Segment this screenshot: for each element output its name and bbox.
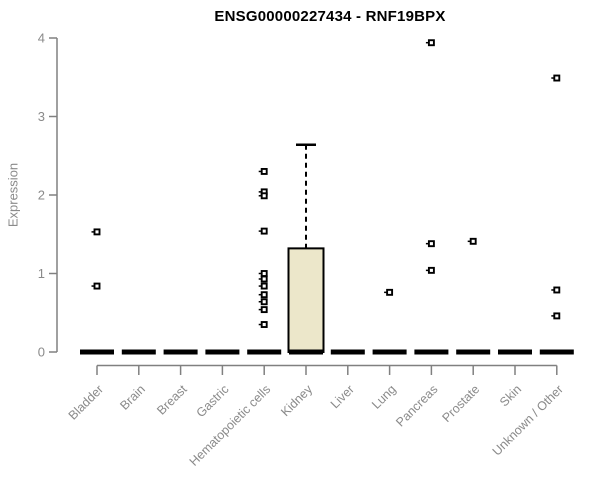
- outlier-point: [260, 321, 268, 328]
- median-bar: [372, 349, 407, 355]
- outlier-point: [260, 192, 268, 200]
- outlier-point: [553, 312, 561, 320]
- outlier-point: [260, 306, 268, 314]
- outlier-point: [427, 240, 435, 248]
- median-bar: [121, 349, 156, 355]
- x-category-label: Kidney: [278, 382, 315, 419]
- outlier-point: [386, 288, 394, 296]
- outlier-point: [427, 39, 435, 47]
- x-category-label: Breast: [154, 382, 190, 418]
- median-bar: [289, 349, 323, 355]
- x-category-label: Lung: [369, 382, 399, 412]
- median-bar: [330, 349, 365, 355]
- median-bar: [539, 349, 574, 355]
- outlier-point: [260, 298, 268, 306]
- outlier-point: [260, 227, 268, 235]
- y-tick-label: 0: [38, 345, 45, 360]
- x-category-label: Skin: [497, 382, 524, 409]
- median-bar: [163, 349, 198, 355]
- outlier-point: [93, 228, 101, 236]
- y-tick-label: 1: [38, 266, 45, 281]
- median-bar: [205, 349, 240, 355]
- x-category-label: Pancreas: [393, 382, 440, 429]
- outlier-point: [260, 275, 268, 283]
- x-category-label: Prostate: [439, 382, 482, 425]
- outlier-point: [469, 237, 477, 245]
- x-category-label: Gastric: [194, 382, 232, 420]
- y-tick-label: 4: [38, 31, 45, 46]
- outlier-point: [553, 74, 561, 82]
- outlier-point: [427, 266, 435, 274]
- outlier-point: [553, 286, 561, 294]
- outlier-point: [260, 291, 268, 299]
- outlier-point: [260, 270, 268, 277]
- median-bar: [414, 349, 449, 355]
- outlier-point: [93, 282, 101, 290]
- x-category-label: Bladder: [66, 382, 106, 422]
- median-bar: [247, 349, 282, 355]
- x-category-label: Hematopoietic cells: [187, 382, 274, 469]
- y-tick-label: 2: [38, 188, 45, 203]
- median-bar: [456, 349, 491, 355]
- outlier-point: [260, 282, 268, 290]
- box: [287, 247, 325, 354]
- median-bar: [498, 349, 532, 355]
- chart-title: ENSG00000227434 - RNF19BPX: [214, 8, 446, 25]
- x-category-label: Brain: [117, 382, 148, 413]
- x-category-label: Liver: [328, 382, 357, 411]
- x-category-label: Unknown / Other: [490, 382, 566, 458]
- median-bar: [80, 349, 114, 355]
- y-tick-label: 3: [38, 109, 45, 124]
- outlier-point: [260, 167, 268, 175]
